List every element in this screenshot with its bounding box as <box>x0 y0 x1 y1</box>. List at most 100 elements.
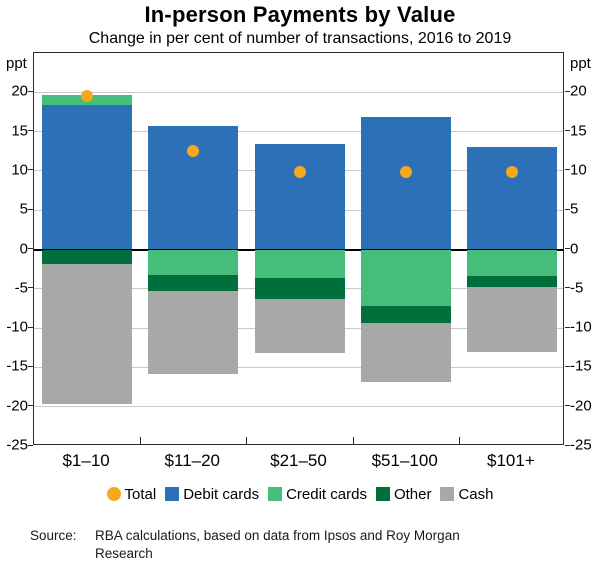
y-tick-label-left: -25 <box>6 436 28 454</box>
y-tick-mark-left <box>28 90 33 92</box>
legend-item-total: Total <box>106 485 157 503</box>
y-tick-label-right: 5 <box>570 200 579 218</box>
y-tick-label-left: -10 <box>6 318 28 336</box>
y-tick-label-left: 5 <box>19 200 28 218</box>
y-tick-mark-right <box>565 169 570 171</box>
source-label: Source: <box>30 528 77 543</box>
y-tick-mark-right <box>565 287 570 289</box>
gridline--20 <box>34 406 563 408</box>
bar-segment-other <box>254 277 345 299</box>
y-tick-label-left: 15 <box>11 122 28 140</box>
x-label--21-50: $21–50 <box>270 451 327 470</box>
source-text: RBA calculations, based on data from Ips… <box>95 527 570 562</box>
bar-segment-credit-cards <box>148 249 239 276</box>
y-tick-mark-right <box>565 405 570 407</box>
chart-legend: Total Debit cards Credit cards Other Cash <box>0 483 600 505</box>
legend-item-cash: Cash <box>440 486 493 503</box>
x-axis-tick <box>352 437 354 444</box>
bar-segment-other <box>148 275 239 292</box>
chart-title: In-person Payments by Value <box>144 2 456 27</box>
source-line1: RBA calculations, based on data from Ips… <box>95 528 460 543</box>
x-label--101-: $101+ <box>487 451 535 470</box>
y-tick-label-left: -20 <box>6 397 28 415</box>
chart-subtitle: Change in per cent of number of transact… <box>88 30 512 47</box>
y-tick-label-left: -15 <box>6 357 28 375</box>
bar-segment-debit-cards <box>360 116 451 250</box>
y-tick-mark-left <box>28 444 33 446</box>
bar-segment-credit-cards <box>360 249 451 307</box>
source-line2: Research <box>95 546 153 561</box>
bar-segment-other <box>42 249 133 265</box>
legend-label-total: Total <box>124 485 157 503</box>
legend-item-other: Other <box>375 485 432 503</box>
bar-segment-cash <box>148 291 239 375</box>
y-tick-label-right: 15 <box>570 122 587 140</box>
x-label--1-10: $1–10 <box>62 451 110 470</box>
bar-segment-cash <box>42 264 133 405</box>
bar-segment-debit-cards <box>254 144 345 250</box>
y-tick-mark-right <box>565 130 570 132</box>
legend-swatch-other-square-icon <box>375 487 390 501</box>
x-axis-tick <box>246 437 248 444</box>
x-label--51-100: $51–100 <box>371 451 438 470</box>
y-tick-mark-left <box>28 248 33 249</box>
x-label--11-20: $11–20 <box>164 451 221 470</box>
legend-swatch-total-circle-icon <box>106 487 121 501</box>
legend-label-cash: Cash <box>458 485 494 503</box>
gridline--15 <box>34 366 563 368</box>
gridline-15 <box>34 131 563 133</box>
y-tick-mark-left <box>28 365 33 367</box>
y-tick-mark-right <box>565 248 570 249</box>
y-tick-mark-right <box>565 365 570 367</box>
y-tick-label-left: -5 <box>14 279 28 297</box>
bar-segment-other <box>466 276 557 288</box>
y-tick-label-right: 20 <box>570 82 587 100</box>
y-tick-mark-right <box>565 444 570 446</box>
bar-segment-cash <box>466 287 557 353</box>
y-tick-label-left: 10 <box>11 161 28 179</box>
y-tick-mark-right <box>565 326 570 328</box>
y-tick-label-right: -5 <box>570 279 584 297</box>
legend-swatch-credit-cards-square-icon <box>268 487 283 501</box>
y-tick-label-right: 0 <box>570 240 579 257</box>
y-tick-mark-right <box>565 208 570 210</box>
y-tick-mark-left <box>28 326 33 328</box>
y-tick-label-right: 10 <box>570 161 587 179</box>
bar-segment-other <box>360 306 451 323</box>
legend-swatch-debit-cards-square-icon <box>165 487 180 501</box>
bar-segment-cash <box>360 322 451 382</box>
y-tick-mark-left <box>28 208 33 210</box>
legend-swatch-cash-square-icon <box>440 487 455 501</box>
bar-segment-credit-cards <box>466 249 557 277</box>
y-tick-mark-right <box>565 90 570 92</box>
legend-item-debit-cards: Debit cards <box>165 486 259 503</box>
legend-item-credit-cards: Credit cards <box>268 486 367 503</box>
y-tick-mark-left <box>28 169 33 171</box>
y-tick-label-right: -20 <box>570 397 592 415</box>
bar-segment-debit-cards <box>466 146 557 250</box>
legend-label-other: Other <box>393 485 432 503</box>
x-axis-tick <box>458 437 460 444</box>
legend-label-credit-cards: Credit cards <box>286 485 367 503</box>
total-marker <box>81 90 94 103</box>
y-tick-label-right: -15 <box>570 357 592 375</box>
x-axis-tick <box>140 437 142 444</box>
y-tick-label-right: -10 <box>570 318 592 336</box>
y-tick-label-left: 20 <box>11 82 28 100</box>
bar-segment-debit-cards <box>42 104 133 250</box>
total-marker <box>187 145 200 158</box>
bar-segment-cash <box>254 299 345 354</box>
bar-segment-credit-cards <box>254 249 345 278</box>
gridline-20 <box>34 91 563 93</box>
total-marker <box>399 166 412 179</box>
y-tick-label-right: -25 <box>570 436 592 454</box>
total-marker <box>505 166 518 179</box>
y-tick-mark-left <box>28 405 33 407</box>
source-note: Source: RBA calculations, based on data … <box>30 527 570 562</box>
y-axis-unit-right: ppt <box>570 55 591 72</box>
y-tick-mark-left <box>28 287 33 289</box>
y-tick-label-left: 0 <box>19 240 28 257</box>
legend-label-debit-cards: Debit cards <box>183 485 260 503</box>
y-tick-mark-left <box>28 130 33 132</box>
